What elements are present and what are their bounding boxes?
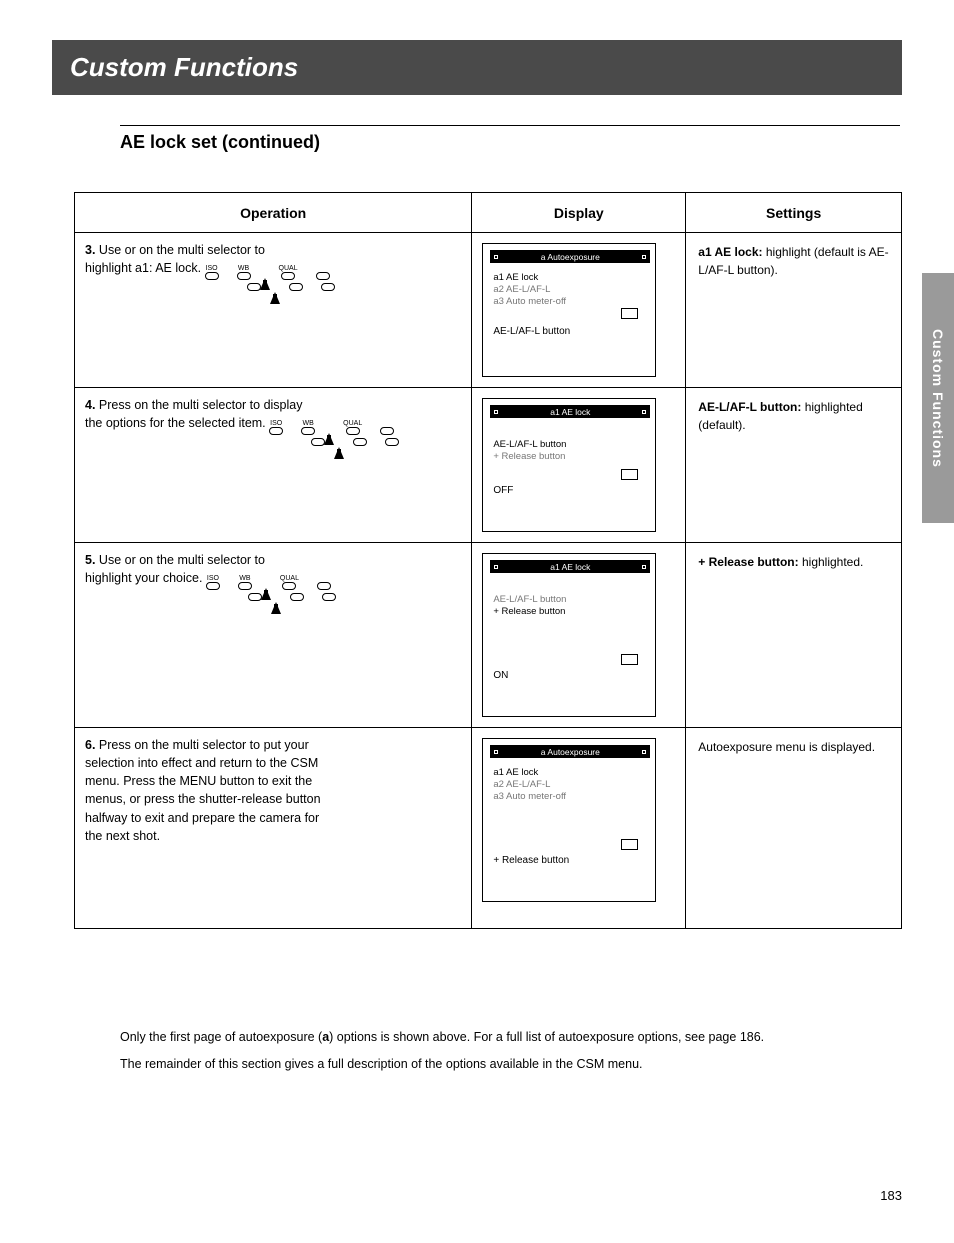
- lcd-ok-icon: [621, 469, 638, 480]
- note-2: The remainder of this section gives a fu…: [120, 1055, 900, 1074]
- selector-arrow-indicator-icon: [334, 438, 344, 459]
- lcd-title: a1 AE lock: [550, 407, 590, 417]
- setting-label: + Release button:: [698, 555, 798, 569]
- lcd-line: AE-L/AF-L button: [493, 439, 566, 450]
- lcd-title: a Autoexposure: [541, 747, 600, 757]
- lcd-selection: AE-L/AF-L button: [493, 326, 570, 337]
- lcd-line: a2 AE-L/AF-L: [493, 779, 550, 790]
- step-text-1: Press on the multi selector to display: [99, 398, 303, 412]
- instruction-table: Operation Display Settings 3. Use or on …: [74, 192, 902, 929]
- lcd-title: a1 AE lock: [550, 562, 590, 572]
- setting-desc: Autoexposure menu is displayed.: [698, 740, 875, 754]
- lcd-preview: a Autoexposure a1 AE lock a2 AE-L/AF-L a…: [482, 243, 656, 377]
- step-text-3: menu. Press the MENU button to exit the: [85, 774, 312, 788]
- step-text-6: the next shot.: [85, 829, 160, 843]
- lcd-line: a3 Auto meter-off: [493, 296, 566, 307]
- lcd-preview: a1 AE lock AE-L/AF-L button + Release bu…: [482, 553, 656, 717]
- page-number: 183: [880, 1188, 902, 1203]
- table-row: 4. Press on the multi selector to displa…: [75, 388, 902, 543]
- header-title: Custom Functions: [70, 52, 298, 83]
- lcd-line: a2 AE-L/AF-L: [493, 284, 550, 295]
- lcd-selection: ON: [493, 670, 508, 681]
- col-header-display: Display: [472, 193, 686, 233]
- multiselector-diagram: ISO WB QUAL: [205, 265, 335, 294]
- step-number: 6.: [85, 738, 95, 752]
- lcd-ok-icon: [621, 654, 638, 665]
- step-number: 4.: [85, 398, 95, 412]
- table-header-row: Operation Display Settings: [75, 193, 902, 233]
- lcd-selection: OFF: [493, 485, 513, 496]
- lcd-ok-icon: [621, 308, 638, 319]
- table-row: 3. Use or on the multi selector to highl…: [75, 233, 902, 388]
- subtitle: AE lock set (continued): [120, 132, 320, 153]
- note-1a: Only the first page of autoexposure (: [120, 1030, 322, 1044]
- selector-arrow-up-icon: [261, 579, 271, 600]
- step-text-2: the options for the selected item.: [85, 416, 266, 430]
- selector-arrow-indicator-icon: [271, 593, 281, 614]
- step-text-2: highlight your choice.: [85, 571, 202, 585]
- multiselector-diagram: ISO WB QUAL: [206, 575, 336, 604]
- step-number: 3.: [85, 243, 95, 257]
- side-tab: Custom Functions: [922, 273, 954, 523]
- table-row: 5. Use or on the multi selector to highl…: [75, 543, 902, 728]
- lcd-line: a1 AE lock: [493, 272, 538, 283]
- note-1c: ) options is shown above. For a full lis…: [329, 1030, 764, 1044]
- selector-arrow-indicator-icon: [270, 283, 280, 304]
- selector-arrow-up-icon: [260, 269, 270, 290]
- step-text-2: highlight a1: AE lock.: [85, 261, 201, 275]
- footnotes: Only the first page of autoexposure (a) …: [120, 1028, 900, 1075]
- lcd-ok-icon: [621, 839, 638, 850]
- lcd-line: a1 AE lock: [493, 767, 538, 778]
- step-text-2: selection into effect and return to the …: [85, 756, 318, 770]
- setting-label: AE-L/AF-L button:: [698, 400, 801, 414]
- step-text-1: Use or on the multi selector to: [99, 243, 265, 257]
- multiselector-diagram: ISO WB QUAL: [269, 420, 399, 449]
- setting-desc: highlighted.: [802, 555, 863, 569]
- selector-arrow-up-icon: [324, 424, 334, 445]
- step-text-1: Use or on the multi selector to: [99, 553, 265, 567]
- lcd-preview: a1 AE lock AE-L/AF-L button + Release bu…: [482, 398, 656, 532]
- setting-label: a1 AE lock:: [698, 245, 762, 259]
- table-row: 6. Press on the multi selector to put yo…: [75, 728, 902, 929]
- lcd-line: + Release button: [493, 451, 565, 462]
- col-header-operation: Operation: [75, 193, 472, 233]
- step-text-4: menus, or press the shutter-release butt…: [85, 792, 321, 806]
- header-bar: Custom Functions: [52, 40, 902, 95]
- lcd-selection: + Release button: [493, 855, 569, 866]
- lcd-preview: a Autoexposure a1 AE lock a2 AE-L/AF-L a…: [482, 738, 656, 902]
- subtitle-rule: [120, 125, 900, 126]
- step-text-1: Press on the multi selector to put your: [99, 738, 309, 752]
- step-number: 5.: [85, 553, 95, 567]
- lcd-line: a3 Auto meter-off: [493, 791, 566, 802]
- lcd-line: AE-L/AF-L button: [493, 594, 566, 605]
- step-text-5: halfway to exit and prepare the camera f…: [85, 811, 319, 825]
- col-header-settings: Settings: [686, 193, 902, 233]
- lcd-title: a Autoexposure: [541, 252, 600, 262]
- lcd-line: + Release button: [493, 606, 565, 617]
